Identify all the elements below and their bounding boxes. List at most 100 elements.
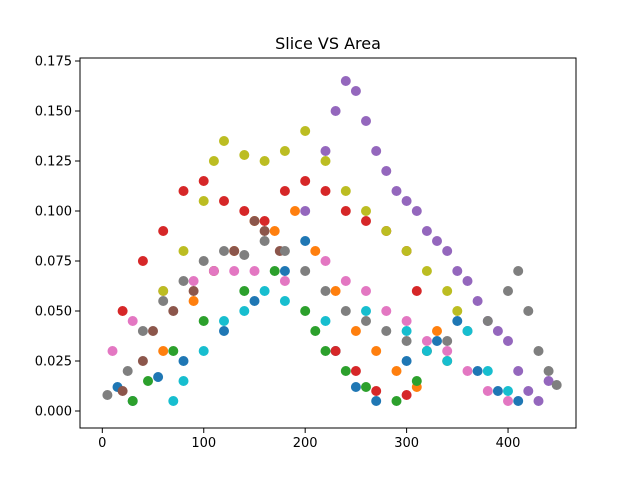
scatter-point bbox=[421, 336, 432, 346]
scatter-point bbox=[320, 146, 331, 156]
scatter-point bbox=[340, 76, 351, 86]
scatter-point bbox=[269, 226, 280, 236]
scatter-point bbox=[320, 156, 331, 166]
scatter-point bbox=[462, 366, 473, 376]
x-tick-label: 400 bbox=[496, 436, 521, 451]
scatter-point bbox=[391, 396, 402, 406]
scatter-point bbox=[249, 266, 260, 276]
scatter-point bbox=[361, 116, 371, 126]
scatter-point bbox=[300, 266, 311, 276]
x-tick-label: 100 bbox=[191, 436, 216, 451]
x-axis: 0 100 200 300 400 bbox=[98, 428, 520, 451]
scatter-point bbox=[421, 226, 432, 236]
scatter-point bbox=[229, 246, 240, 256]
y-tick-label: 0.150 bbox=[35, 105, 72, 120]
scatter-point bbox=[290, 206, 300, 216]
scatter-point bbox=[219, 246, 229, 256]
scatter-point bbox=[178, 186, 189, 196]
scatter-point bbox=[523, 306, 534, 316]
axes-frame bbox=[79, 57, 577, 429]
scatter-point bbox=[239, 306, 250, 316]
scatter-point bbox=[279, 246, 290, 256]
scatter-point bbox=[472, 366, 483, 376]
scatter-point bbox=[421, 346, 432, 356]
scatter-point bbox=[300, 126, 311, 136]
scatter-point bbox=[462, 276, 473, 286]
scatter-point bbox=[198, 346, 209, 356]
scatter-point bbox=[371, 346, 382, 356]
scatter-point bbox=[269, 266, 280, 276]
series-8 bbox=[158, 126, 463, 316]
scatter-point bbox=[432, 236, 442, 246]
scatter-point bbox=[229, 266, 240, 276]
scatter-point bbox=[320, 256, 331, 266]
scatter-point bbox=[188, 296, 199, 306]
scatter-point bbox=[310, 326, 321, 336]
scatter-point bbox=[168, 396, 179, 406]
scatter-point bbox=[452, 306, 463, 316]
scatter-point bbox=[208, 266, 219, 276]
plot-area bbox=[102, 76, 562, 406]
scatter-point bbox=[188, 276, 199, 286]
scatter-point bbox=[330, 106, 341, 116]
scatter-point bbox=[178, 246, 189, 256]
scatter-point bbox=[143, 376, 153, 386]
scatter-point bbox=[492, 326, 503, 336]
scatter-point bbox=[279, 296, 290, 306]
scatter-point bbox=[259, 236, 270, 246]
scatter-point bbox=[442, 346, 453, 356]
scatter-point bbox=[411, 376, 422, 386]
scatter-point bbox=[513, 266, 524, 276]
scatter-point bbox=[371, 396, 382, 406]
scatter-point bbox=[401, 356, 412, 366]
scatter-point bbox=[310, 246, 321, 256]
scatter-point bbox=[361, 286, 371, 296]
scatter-point bbox=[340, 306, 351, 316]
scatter-point bbox=[198, 196, 209, 206]
scatter-point bbox=[442, 286, 453, 296]
scatter-point bbox=[158, 296, 169, 306]
scatter-point bbox=[158, 346, 169, 356]
scatter-point bbox=[127, 396, 138, 406]
scatter-point bbox=[168, 346, 179, 356]
scatter-point bbox=[279, 266, 290, 276]
scatter-point bbox=[178, 276, 189, 286]
scatter-point bbox=[401, 196, 412, 206]
scatter-point bbox=[330, 346, 341, 356]
y-tick-label: 0.175 bbox=[35, 55, 72, 70]
scatter-point bbox=[503, 286, 513, 296]
scatter-point bbox=[320, 186, 331, 196]
scatter-point bbox=[249, 296, 260, 306]
scatter-point bbox=[492, 386, 503, 396]
scatter-point bbox=[117, 386, 128, 396]
scatter-point bbox=[513, 366, 524, 376]
scatter-point bbox=[340, 276, 351, 286]
scatter-point bbox=[513, 396, 524, 406]
y-axis: 0.000 0.025 0.050 0.075 0.100 0.125 0.150 0.175 bbox=[35, 55, 80, 420]
scatter-point bbox=[432, 326, 442, 336]
scatter-point bbox=[239, 206, 250, 216]
scatter-point bbox=[401, 336, 412, 346]
scatter-point bbox=[411, 206, 422, 216]
scatter-point bbox=[219, 136, 229, 146]
scatter-point bbox=[361, 206, 371, 216]
scatter-point bbox=[371, 386, 382, 396]
scatter-point bbox=[401, 316, 412, 326]
scatter-point bbox=[432, 336, 442, 346]
scatter-point bbox=[482, 366, 493, 376]
scatter-point bbox=[442, 246, 453, 256]
series-3 bbox=[117, 176, 422, 400]
scatter-point bbox=[249, 216, 260, 226]
scatter-point bbox=[239, 150, 250, 160]
scatter-point bbox=[391, 186, 402, 196]
scatter-point bbox=[122, 366, 133, 376]
scatter-point bbox=[551, 380, 562, 390]
scatter-point bbox=[442, 336, 453, 346]
scatter-point bbox=[127, 316, 138, 326]
scatter-point bbox=[340, 206, 351, 216]
y-tick-label: 0.050 bbox=[35, 305, 72, 320]
scatter-point bbox=[452, 316, 463, 326]
scatter-point bbox=[350, 366, 361, 376]
scatter-point bbox=[462, 326, 473, 336]
